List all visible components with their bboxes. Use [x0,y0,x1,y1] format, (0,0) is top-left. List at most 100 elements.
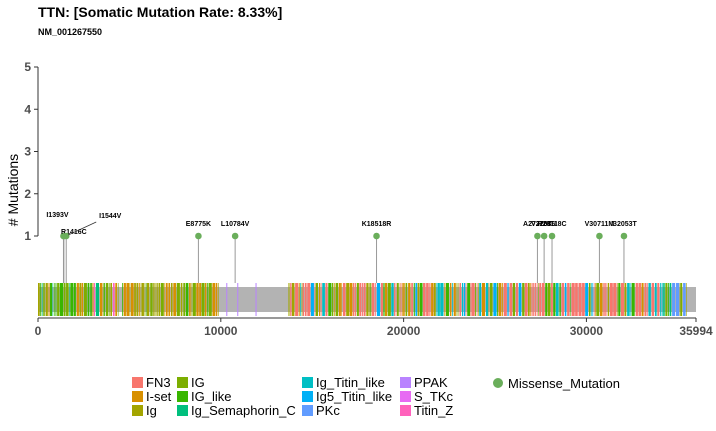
domain-segment [310,283,314,316]
x-tick-label: 35994 [679,324,713,338]
domain-segment [341,283,343,316]
domain-segment [354,283,356,316]
domain-segment [527,283,530,316]
domain-segment [679,283,681,316]
domain-segment [356,283,359,316]
legend-key [302,405,313,416]
domain-segment [338,283,341,316]
domain-segment [662,283,663,316]
domain-segment [325,283,328,316]
domain-segment [630,283,632,316]
domain-segment [672,283,676,316]
domain-segment [66,283,69,316]
domain-segment [196,283,199,316]
domain-segment [396,283,399,316]
legend-key [400,391,411,402]
domain-segment [352,283,354,316]
domain-segment [165,283,168,316]
mutation-label: R28118C [537,221,566,228]
domain-segment [490,283,493,316]
domain-segment [635,283,638,316]
domain-segment [458,283,460,316]
domain-segment [501,283,503,316]
x-tick-label: 0 [35,324,42,338]
domain-segment [648,283,651,316]
domain-segment [551,283,553,316]
domain-segment [385,283,388,316]
domain-segment [394,283,396,316]
mutation-point [540,232,548,240]
mutation-point [62,232,70,240]
domain-segment [319,283,321,316]
domain-segment [467,283,471,316]
domain-segment [173,283,176,316]
domain-segment [304,283,307,316]
domain-segment [663,283,665,316]
domain-segment [620,283,624,316]
domain-segment [680,283,683,316]
domain-segment [57,283,60,316]
legend-label: IG [191,375,205,390]
domain-segment [618,283,621,316]
domain-segment [92,283,94,316]
domain-segment [533,283,534,316]
legend-label: Titin_Z [414,403,453,418]
domain-segment [660,283,662,316]
domain-segment [497,283,498,316]
domain-segment [631,283,635,316]
domain-segment [380,283,383,316]
domain-segment [59,283,64,316]
domain-segment [55,283,57,316]
domain-segment [613,283,617,316]
legend-label: Ig [146,403,157,418]
y-axis-label: # Mutations [5,154,21,226]
domain-segment [153,283,155,316]
domain-segment [415,283,418,316]
domain-segment [322,283,325,316]
domain-segment [413,283,415,316]
domain-segment [70,283,74,316]
legend-label: PKc [316,403,340,418]
domain-segment [136,283,139,316]
domain-segment [387,283,391,316]
domain-segment [138,283,140,316]
legend-label: Ig_Titin_like [316,375,385,390]
domain-segment [437,283,440,316]
legend-key [177,377,188,388]
y-tick-label: 4 [24,102,31,116]
domain-segment [291,283,295,316]
domain-segment [76,283,79,316]
domain-segment [370,283,372,316]
domain-segment [307,283,311,316]
domain-segment [315,283,319,316]
domain-segment [522,283,525,316]
domain-segment [405,283,408,316]
mutation-label: I1544V [99,213,122,220]
domain-segment [171,283,173,316]
domain-segment [226,283,228,316]
domain-segment [359,283,362,316]
domain-segment [463,283,466,316]
y-tick-label: 2 [24,187,31,201]
domain-segment [461,283,463,316]
mutation-label: A27320T [523,221,553,228]
domain-segment [457,283,459,316]
domain-segment [342,283,346,316]
legend-key [132,377,143,388]
legend-key [493,378,503,388]
domain-segment [530,283,532,316]
domain-segment [335,283,339,316]
domain-segment [564,283,567,316]
domain-segment [638,283,641,316]
domain-segment [314,283,316,316]
domain-segment [346,283,350,316]
domain-segment [452,283,454,316]
domain-segment [110,283,113,316]
domain-segment [320,283,322,316]
legend-label: IG_like [191,389,231,404]
domain-segment [93,283,96,316]
legend-label: FN3 [146,375,171,390]
domain-segment [43,283,45,316]
domain-segment [515,283,518,316]
domain-segment [146,283,150,316]
